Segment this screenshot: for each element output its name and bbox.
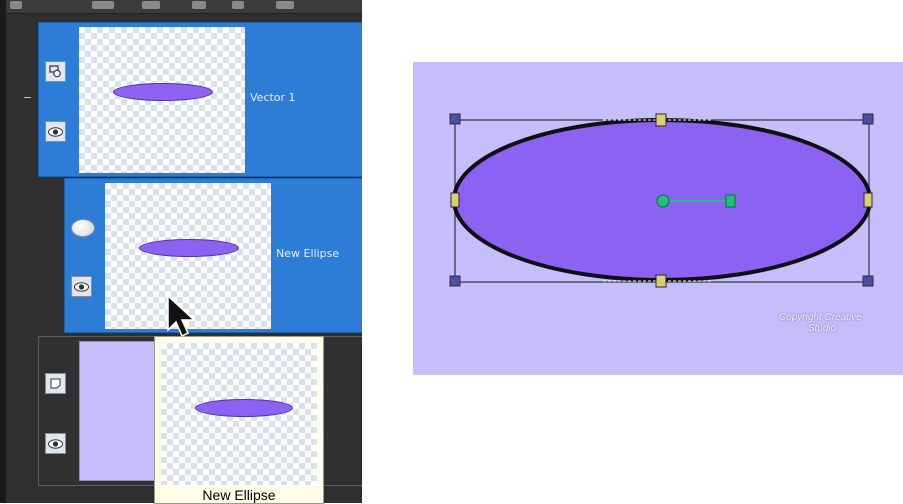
toolbar-button-icon[interactable] [142,1,160,9]
ellipse-selection-drawing [449,113,874,288]
mouse-pointer-icon [167,294,196,338]
side-handle[interactable] [450,192,460,208]
eye-icon[interactable] [45,433,66,454]
tooltip-label: New Ellipse [202,487,276,503]
toolbar-button-icon[interactable] [10,1,22,9]
corner-handle[interactable] [862,275,874,287]
eye-icon[interactable] [45,121,66,142]
layer-thumbnail [105,183,271,329]
corner-handle[interactable] [862,113,874,125]
toolbar-button-icon[interactable] [192,1,206,9]
layer-name: New Ellipse [276,247,340,260]
layer-row-vector-1[interactable]: Vector 1 [38,22,362,177]
toolbar-button-icon[interactable] [92,1,114,9]
image-canvas[interactable]: Copyright Creative-Studio [413,62,903,375]
toolbar-button-icon[interactable] [276,1,294,9]
corner-handle[interactable] [449,113,461,125]
tooltip-thumbnail [161,343,317,485]
side-handle[interactable] [655,113,667,127]
ellipse-preview [195,399,293,417]
layer-row-new-ellipse[interactable]: New Ellipse [64,178,362,333]
raster-layer-icon[interactable] [45,373,66,394]
watermark: Copyright Creative-Studio [778,312,866,334]
ellipse-preview [139,239,239,257]
vector-group-icon[interactable] [45,61,66,82]
corner-handle[interactable] [449,275,461,287]
ellipse-object-icon [71,219,95,237]
eye-icon[interactable] [71,276,92,297]
side-handle[interactable] [655,274,667,288]
side-handle[interactable] [863,192,873,208]
rotation-handle[interactable] [725,194,736,208]
layer-thumbnail [79,27,245,173]
layers-toolbar [6,0,362,14]
layer-tooltip: New Ellipse [154,336,324,504]
toolbar-button-icon[interactable] [232,1,244,9]
layer-name: Vector 1 [250,91,296,104]
collapse-group-toggle[interactable]: − [23,91,33,104]
pivot-handle[interactable] [656,194,670,208]
ellipse-preview [113,83,213,101]
